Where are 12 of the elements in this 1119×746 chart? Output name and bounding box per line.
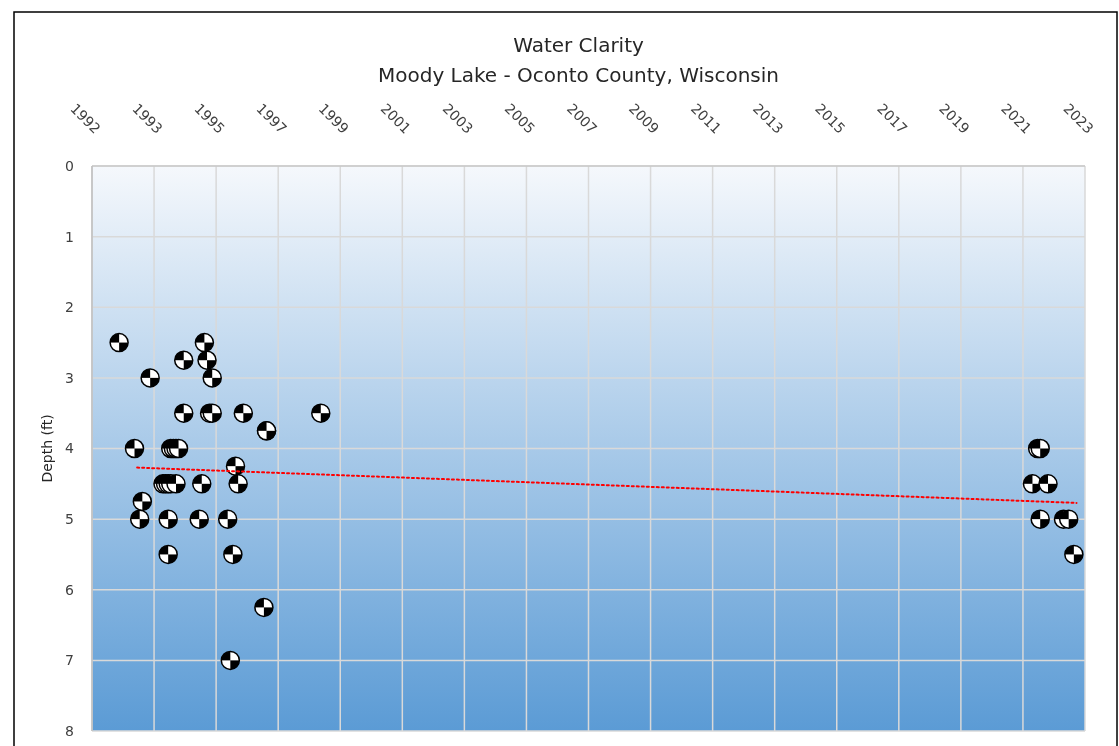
chart-subtitle: Moody Lake - Oconto County, Wisconsin xyxy=(377,63,780,87)
y-tick-label: 1 xyxy=(65,228,74,245)
y-tick-label: 4 xyxy=(65,440,75,457)
y-tick-label: 8 xyxy=(65,722,74,739)
chart-title: Water Clarity xyxy=(513,33,645,57)
y-tick-label: 0 xyxy=(65,157,74,174)
y-axis-title: Depth (ft) xyxy=(39,414,55,483)
y-tick-label: 2 xyxy=(65,299,74,316)
y-tick-label: 7 xyxy=(65,652,74,669)
y-tick-label: 3 xyxy=(65,369,74,386)
y-tick-label: 6 xyxy=(65,581,75,598)
y-tick-label: 5 xyxy=(65,511,74,528)
